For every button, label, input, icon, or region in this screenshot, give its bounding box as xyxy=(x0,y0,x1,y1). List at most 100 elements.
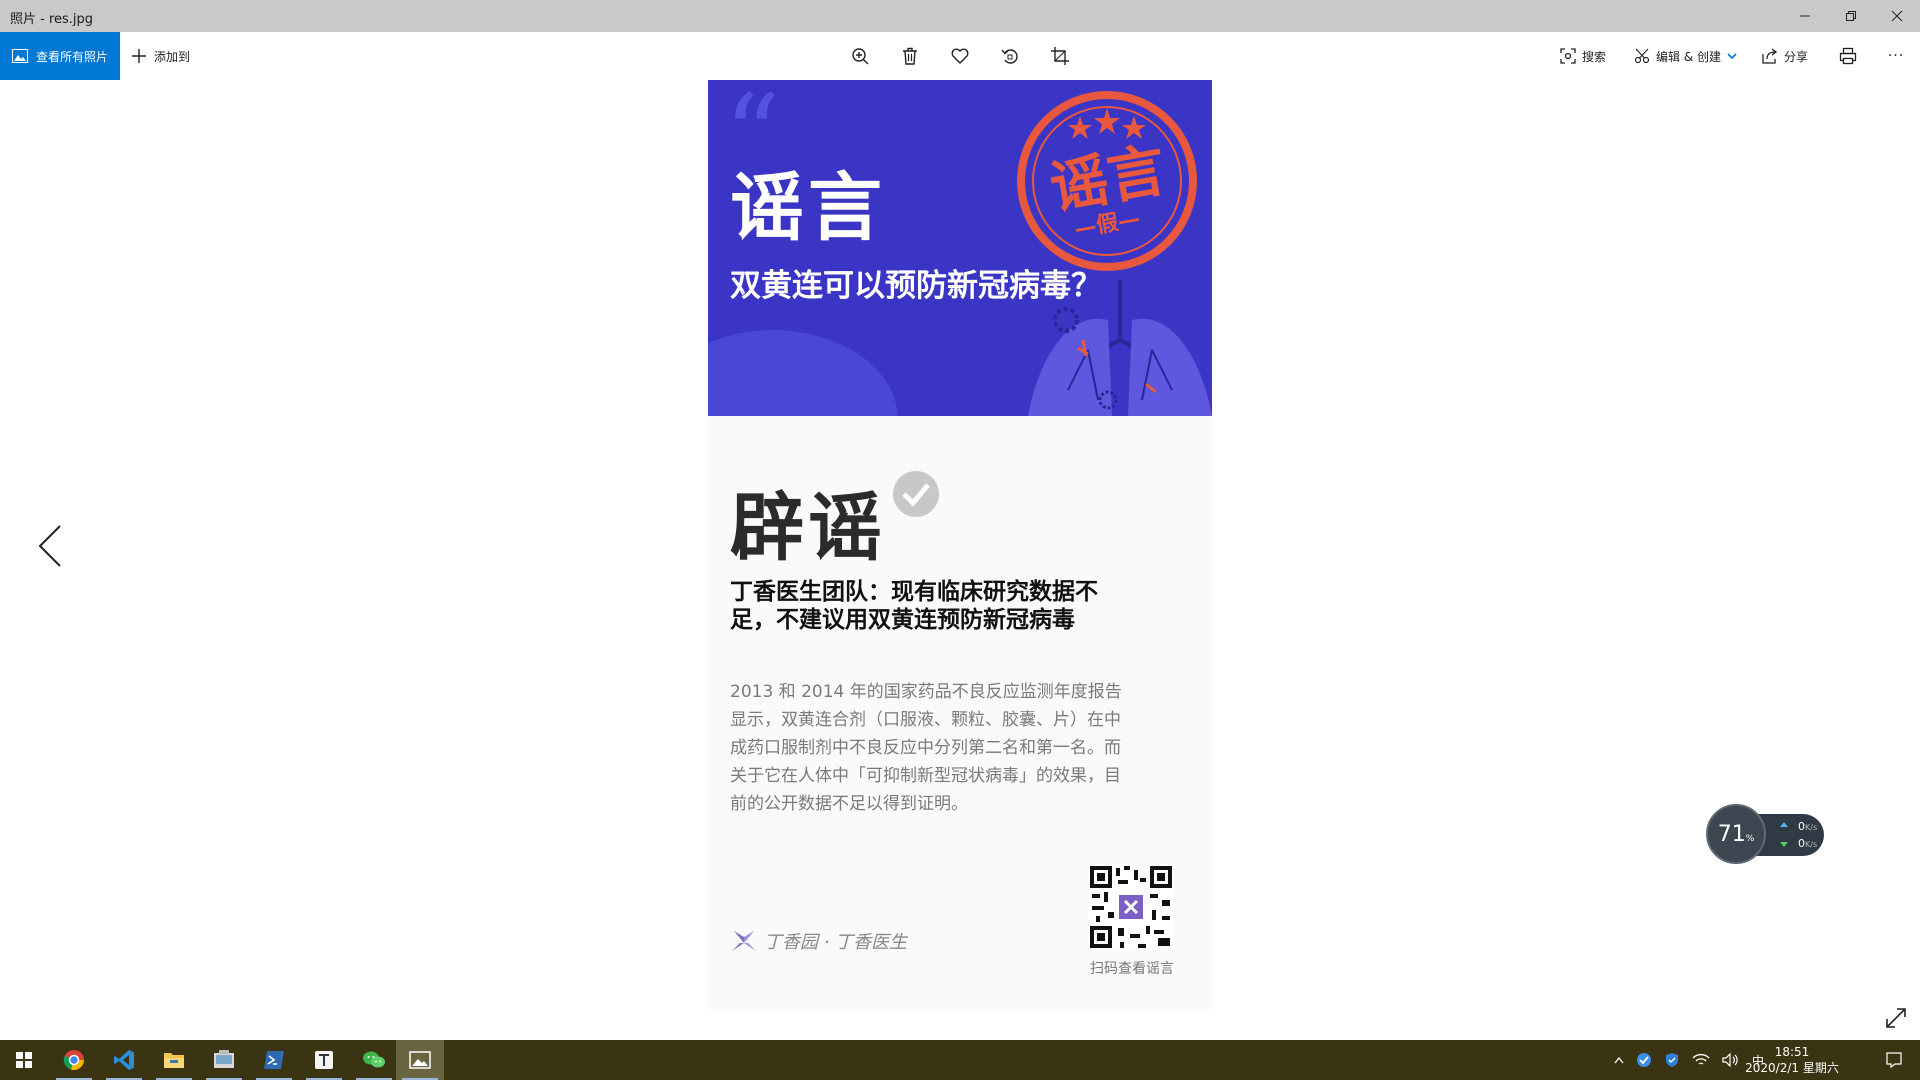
rumor-section: “ 谣言 双黄连可以预防新冠病毒？ 谣言 —假— xyxy=(708,80,1212,416)
previous-photo-button[interactable] xyxy=(36,524,64,568)
rotate-button[interactable] xyxy=(998,44,1022,68)
minimize-button[interactable] xyxy=(1782,0,1828,32)
powershell-icon xyxy=(264,1051,284,1069)
share-label: 分享 xyxy=(1784,49,1809,64)
debunk-section: 辟谣 丁香医生团队：现有临床研究数据不足，不建议用双黄连预防新冠病毒 2013 … xyxy=(708,416,1212,1010)
system-tray: 中 xyxy=(1614,1040,1764,1080)
taskbar-file-explorer[interactable] xyxy=(150,1040,198,1080)
view-all-photos-button[interactable]: 查看所有照片 xyxy=(0,32,120,80)
edit-create-button[interactable]: 编辑 & 创建 xyxy=(1634,32,1737,80)
favorite-button[interactable] xyxy=(948,44,972,68)
running-indicator xyxy=(206,1078,242,1080)
volume-icon[interactable] xyxy=(1722,1053,1740,1067)
upload-value: 0 xyxy=(1798,820,1805,833)
taskbar-typora[interactable] xyxy=(300,1040,348,1080)
security-check-icon[interactable] xyxy=(1636,1052,1652,1068)
lungs-illustration-icon xyxy=(1028,280,1212,416)
windows-start-icon xyxy=(16,1052,32,1068)
action-center-button[interactable] xyxy=(1876,1040,1912,1080)
rumor-question: 双黄连可以预防新冠病毒？ xyxy=(730,268,1102,304)
window-title: 照片 - res.jpg xyxy=(10,12,94,27)
taskbar-photo-manager[interactable] xyxy=(200,1040,248,1080)
heart-icon xyxy=(951,48,969,64)
taskbar-photos-active[interactable] xyxy=(396,1040,444,1080)
running-indicator xyxy=(356,1078,392,1080)
typora-icon xyxy=(315,1051,333,1069)
zoom-in-icon xyxy=(852,48,869,65)
photos-manager-icon xyxy=(214,1050,234,1068)
taskbar-chrome[interactable] xyxy=(50,1040,98,1080)
clove-logo-icon xyxy=(732,931,756,951)
taskbar-powershell[interactable] xyxy=(250,1040,298,1080)
photos-icon xyxy=(409,1051,431,1069)
wechat-icon xyxy=(363,1051,385,1068)
debunk-body-text: 2013 和 2014 年的国家药品不良反应监测年度报告显示，双黄连合剂（口服液… xyxy=(730,682,1122,814)
file-explorer-icon xyxy=(164,1053,184,1068)
upload-arrow-icon xyxy=(1780,822,1788,827)
edit-create-label: 编辑 & 创建 xyxy=(1656,49,1721,64)
toolbar: 查看所有照片 添加到 搜索 编辑 & 创建 分享 ··· xyxy=(0,32,1920,80)
shield-icon[interactable] xyxy=(1664,1052,1680,1068)
download-speed: 0K/s xyxy=(1780,837,1818,850)
restore-button[interactable] xyxy=(1828,0,1874,32)
running-indicator xyxy=(106,1078,142,1080)
visual-search-icon xyxy=(1560,48,1576,64)
search-button[interactable]: 搜索 xyxy=(1560,32,1606,80)
notification-icon xyxy=(1886,1052,1902,1068)
qr-code-icon xyxy=(1088,864,1174,950)
print-icon xyxy=(1839,47,1857,65)
delete-button[interactable] xyxy=(898,44,922,68)
taskbar-vscode[interactable] xyxy=(100,1040,148,1080)
restore-icon xyxy=(1846,11,1856,21)
fake-stamp: 谣言 —假— xyxy=(1014,88,1200,274)
more-options-button[interactable]: ··· xyxy=(1887,48,1905,64)
view-all-photos-label: 查看所有照片 xyxy=(36,49,109,64)
fullscreen-button[interactable] xyxy=(1884,1006,1908,1030)
plus-icon xyxy=(132,49,146,63)
close-button[interactable] xyxy=(1874,0,1920,32)
title-bar: 照片 - res.jpg xyxy=(0,0,1920,32)
print-button[interactable] xyxy=(1836,44,1860,68)
input-method-indicator[interactable]: 中 xyxy=(1752,1053,1765,1068)
running-indicator xyxy=(156,1078,192,1080)
add-to-button[interactable]: 添加到 xyxy=(132,32,190,80)
usage-percent-unit: % xyxy=(1745,833,1755,844)
chevron-up-icon[interactable] xyxy=(1614,1056,1624,1064)
quote-mark: “ xyxy=(724,80,781,199)
crop-icon xyxy=(1051,47,1069,65)
photo-icon xyxy=(12,49,28,63)
brand-logo: 丁香园 · 丁香医生 xyxy=(730,928,907,954)
photo-canvas[interactable]: “ 谣言 双黄连可以预防新冠病毒？ 谣言 —假— 辟谣 xyxy=(708,80,1212,1010)
taskbar: 中 18:51 2020/2/1 星期六 xyxy=(0,1040,1920,1080)
upload-speed: 0K/s xyxy=(1780,820,1818,833)
rotate-icon xyxy=(1001,49,1018,64)
network-monitor-widget[interactable]: 0K/s 0K/s 71% xyxy=(1706,804,1824,866)
running-indicator xyxy=(56,1078,92,1080)
vscode-icon xyxy=(114,1050,134,1070)
debunk-title: 丁香医生团队：现有临床研究数据不足，不建议用双黄连预防新冠病毒 xyxy=(730,579,1098,633)
upload-unit: K/s xyxy=(1805,823,1818,832)
expand-icon xyxy=(1886,1008,1906,1028)
share-button[interactable]: 分享 xyxy=(1762,32,1808,80)
delete-icon xyxy=(903,47,917,65)
search-label: 搜索 xyxy=(1582,49,1607,64)
wifi-icon[interactable] xyxy=(1692,1053,1710,1067)
running-indicator xyxy=(306,1078,342,1080)
download-unit: K/s xyxy=(1805,840,1818,849)
chevron-down-icon xyxy=(1727,53,1737,60)
taskbar-wechat[interactable] xyxy=(350,1040,398,1080)
clock[interactable]: 18:51 2020/2/1 星期六 xyxy=(1740,1044,1844,1076)
qr-caption: 扫码查看谣言 xyxy=(1090,961,1174,977)
crop-button[interactable] xyxy=(1048,44,1072,68)
share-icon xyxy=(1762,48,1778,64)
start-button[interactable] xyxy=(0,1040,48,1080)
stamp-ring-icon xyxy=(1017,91,1197,271)
add-to-label: 添加到 xyxy=(154,49,191,64)
memory-usage-gauge: 71% xyxy=(1706,804,1766,864)
clock-date: 2020/2/1 星期六 xyxy=(1745,1061,1839,1075)
checkmark-icon xyxy=(893,471,939,517)
running-indicator xyxy=(256,1078,292,1080)
usage-percent: 71 xyxy=(1717,821,1746,847)
zoom-button[interactable] xyxy=(848,44,872,68)
edit-scissors-icon xyxy=(1634,48,1650,64)
